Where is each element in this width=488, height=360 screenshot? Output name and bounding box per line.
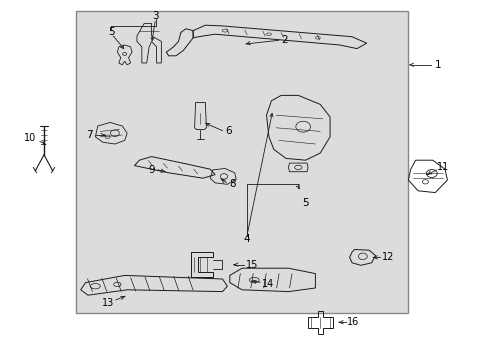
Text: 7: 7 bbox=[86, 130, 93, 140]
Text: 4: 4 bbox=[243, 234, 250, 244]
Text: 5: 5 bbox=[302, 198, 308, 208]
Text: 6: 6 bbox=[225, 126, 232, 136]
Text: 13: 13 bbox=[101, 298, 114, 308]
Text: 10: 10 bbox=[24, 133, 37, 143]
Text: 2: 2 bbox=[281, 35, 287, 45]
Bar bbox=[76, 11, 407, 313]
Text: 5: 5 bbox=[108, 27, 115, 37]
Text: 11: 11 bbox=[436, 162, 449, 172]
Text: 16: 16 bbox=[346, 317, 359, 327]
Text: 12: 12 bbox=[381, 252, 393, 262]
Text: 9: 9 bbox=[148, 165, 155, 175]
Text: 8: 8 bbox=[228, 179, 235, 189]
Text: 1: 1 bbox=[433, 60, 440, 70]
Text: 15: 15 bbox=[245, 260, 258, 270]
Text: 14: 14 bbox=[261, 279, 274, 289]
Text: 3: 3 bbox=[152, 11, 159, 21]
